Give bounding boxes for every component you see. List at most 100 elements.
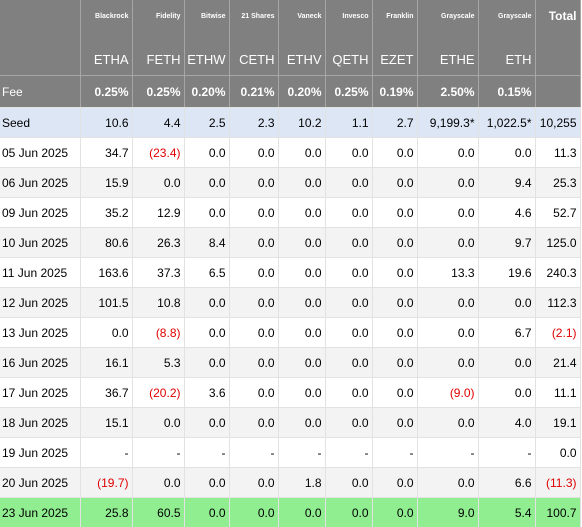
row-total-cell: 0.0	[535, 438, 580, 468]
flow-cell: 0.0	[184, 168, 229, 198]
flow-cell: 26.3	[132, 228, 184, 258]
issuer-header-ethe: Grayscale	[417, 0, 478, 44]
ticker-header-ethe: ETHE	[417, 44, 478, 76]
flow-cell: 3.6	[184, 378, 229, 408]
row-total-cell: (2.1)	[535, 318, 580, 348]
flow-cell: 0.0	[278, 288, 325, 318]
flow-cell: 10.2	[278, 108, 325, 138]
row-date-label: 20 Jun 2025	[0, 468, 80, 498]
flow-cell: 2.7	[372, 108, 417, 138]
flow-cell: 0.0	[325, 348, 372, 378]
flow-cell: 0.0	[278, 408, 325, 438]
flow-cell: 0.0	[417, 168, 478, 198]
flow-cell: 0.0	[372, 498, 417, 527]
flow-cell: 10.6	[80, 108, 132, 138]
row-date-label: 06 Jun 2025	[0, 168, 80, 198]
issuer-header-feth: Fidelity	[132, 0, 184, 44]
flow-cell: -	[132, 438, 184, 468]
ticker-header-ezet: EZET	[372, 44, 417, 76]
flow-cell: 0.0	[372, 318, 417, 348]
row-total-cell: 100.7	[535, 498, 580, 527]
flow-cell: -	[325, 438, 372, 468]
flow-cell: -	[184, 438, 229, 468]
flow-cell: 16.1	[80, 348, 132, 378]
flow-cell: 0.0	[132, 168, 184, 198]
issuer-header-etha: Blackrock	[80, 0, 132, 44]
row-total-cell: 11.3	[535, 138, 580, 168]
flow-cell: 0.0	[229, 228, 278, 258]
flow-cell: 25.8	[80, 498, 132, 527]
flow-cell: 0.0	[229, 198, 278, 228]
flow-cell: 6.6	[478, 468, 535, 498]
flow-cell: 0.0	[325, 378, 372, 408]
fee-ethw: 0.20%	[184, 76, 229, 108]
flow-cell: 0.0	[80, 318, 132, 348]
flow-cell: 0.0	[229, 288, 278, 318]
flow-cell: 0.0	[184, 318, 229, 348]
flow-cell: -	[372, 438, 417, 468]
flow-cell: 0.0	[278, 378, 325, 408]
row-date-label: 17 Jun 2025	[0, 378, 80, 408]
flow-cell: 0.0	[417, 138, 478, 168]
flow-cell: 0.0	[372, 468, 417, 498]
flow-cell: 0.0	[372, 228, 417, 258]
flow-cell: 0.0	[132, 468, 184, 498]
flow-cell: 35.2	[80, 198, 132, 228]
flow-cell: 0.0	[372, 138, 417, 168]
flow-cell: 0.0	[184, 138, 229, 168]
ticker-header-eth: ETH	[478, 44, 535, 76]
flow-cell: 12.9	[132, 198, 184, 228]
flow-cell: 37.3	[132, 258, 184, 288]
row-total-cell: 112.3	[535, 288, 580, 318]
flow-cell: -	[478, 438, 535, 468]
flow-cell: 6.7	[478, 318, 535, 348]
flow-cell: 0.0	[325, 408, 372, 438]
ticker-header-ethv: ETHV	[278, 44, 325, 76]
flow-cell: 0.0	[478, 348, 535, 378]
row-date-label: 11 Jun 2025	[0, 258, 80, 288]
row-date-label: 12 Jun 2025	[0, 288, 80, 318]
flow-cell: 36.7	[80, 378, 132, 408]
ticker-header-etha: ETHA	[80, 44, 132, 76]
flow-cell: 0.0	[417, 318, 478, 348]
flow-cell: -	[278, 438, 325, 468]
ticker-header-ceth: CETH	[229, 44, 278, 76]
flow-cell: 10.8	[132, 288, 184, 318]
flow-cell: 0.0	[417, 348, 478, 378]
flow-cell: 0.0	[229, 378, 278, 408]
flow-cell: 0.0	[325, 168, 372, 198]
flow-cell: 4.6	[478, 198, 535, 228]
row-total-cell: 240.3	[535, 258, 580, 288]
fee-feth: 0.25%	[132, 76, 184, 108]
row-total-cell: 25.3	[535, 168, 580, 198]
flow-cell: 4.4	[132, 108, 184, 138]
issuer-header-qeth: Invesco	[325, 0, 372, 44]
issuer-header-ezet: Franklin	[372, 0, 417, 44]
flow-cell: 0.0	[184, 498, 229, 527]
flow-cell: 9.4	[478, 168, 535, 198]
flow-cell: 2.3	[229, 108, 278, 138]
flow-cell: -	[229, 438, 278, 468]
flow-cell: 0.0	[417, 288, 478, 318]
ticker-total-cell	[535, 44, 580, 76]
flow-cell: (9.0)	[417, 378, 478, 408]
row-date-label: 16 Jun 2025	[0, 348, 80, 378]
issuer-header-row: Blackrock Fidelity Bitwise 21 Shares Van…	[0, 0, 580, 44]
header-corner-cell	[0, 0, 80, 44]
row-date-label: 05 Jun 2025	[0, 138, 80, 168]
flow-cell: (23.4)	[132, 138, 184, 168]
flow-cell: 9.0	[417, 498, 478, 527]
flow-cell: 0.0	[184, 468, 229, 498]
row-total-cell: (11.3)	[535, 468, 580, 498]
flow-cell: 101.5	[80, 288, 132, 318]
flow-cell: 0.0	[229, 138, 278, 168]
flow-cell: 0.0	[325, 498, 372, 527]
flow-cell: 5.3	[132, 348, 184, 378]
flow-cell: 0.0	[229, 468, 278, 498]
row-date-label: 13 Jun 2025	[0, 318, 80, 348]
